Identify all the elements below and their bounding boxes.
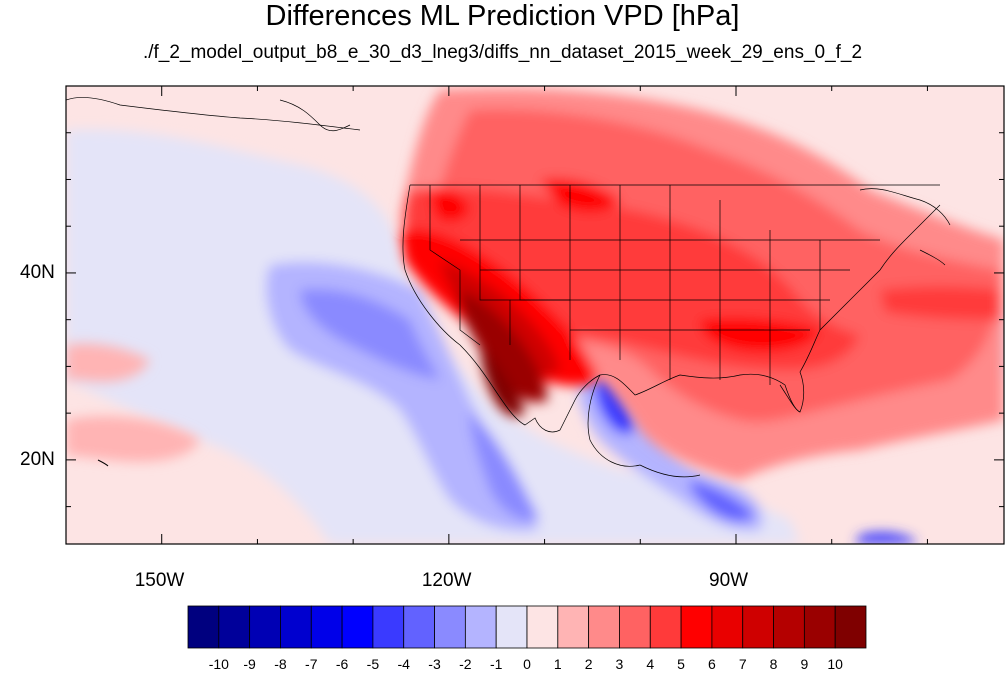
colorbar-swatch [680, 605, 713, 649]
colorbar-swatch [557, 605, 590, 649]
boundary-lines [66, 97, 951, 478]
colorbar-swatch [464, 605, 497, 649]
colorbar-swatch [310, 605, 343, 649]
colorbar-level-label: 1 [553, 656, 562, 672]
colorbar-level-label: 6 [708, 656, 716, 672]
map-frame [65, 85, 1005, 545]
colorbar-level-label: 10 [827, 656, 843, 672]
colorbar-level-label: 9 [800, 656, 809, 672]
colorbar-level-label: -1 [489, 656, 503, 672]
colorbar-swatch [803, 605, 836, 649]
colorbar [187, 605, 867, 649]
lon-tick-label: 150W [134, 570, 185, 591]
colorbar-level-label: -6 [335, 656, 349, 672]
colorbar-swatch [588, 605, 620, 649]
lon-tick-label: 120W [421, 570, 472, 591]
colorbar-level-label: 3 [615, 656, 624, 672]
colorbar-level-label: -5 [366, 656, 380, 672]
colorbar-swatch [773, 605, 805, 649]
colorbar-swatch [434, 605, 466, 649]
lat-tick-label: 40N [20, 261, 55, 283]
colorbar-level-label: -10 [208, 656, 229, 672]
map-title: Differences ML Prediction VPD [hPa] [265, 0, 740, 32]
colorbar-swatch [218, 605, 251, 649]
colorbar-swatch [280, 605, 312, 649]
colorbar-level-label: -8 [274, 656, 287, 672]
colorbar-level-label: 5 [677, 656, 685, 672]
colorbar-level-label: 7 [738, 656, 747, 672]
colorbar-level-label: 2 [584, 656, 593, 672]
colorbar-level-label: -3 [428, 656, 441, 672]
lon-tick-label: 90W [709, 570, 749, 591]
vpd-difference-field [66, 86, 1004, 544]
colorbar-level-label: 4 [646, 656, 655, 672]
lat-tick-label: 20N [20, 448, 55, 470]
colorbar-swatch [742, 605, 774, 649]
colorbar-swatch [649, 605, 682, 649]
colorbar-swatch [834, 605, 867, 649]
colorbar-level-label: -9 [243, 656, 256, 672]
colorbar-level-label: -4 [397, 656, 410, 672]
colorbar-swatch [372, 605, 405, 649]
colorbar-swatch [711, 605, 744, 649]
colorbar-level-label: 8 [769, 656, 778, 672]
colorbar-swatch [495, 605, 528, 649]
axis-ticks [66, 86, 1004, 544]
colorbar-swatch [403, 605, 435, 649]
colorbar-level-label: 0 [523, 656, 531, 672]
positive-anomaly-land [66, 88, 1004, 481]
colorbar-swatch [526, 605, 559, 649]
colorbar-swatch [619, 605, 651, 649]
colorbar-swatch [249, 605, 281, 649]
colorbar-swatch [341, 605, 374, 649]
colorbar-swatch [187, 605, 220, 649]
map-subtitle: ./f_2_model_output_b8_e_30_d3_lneg3/diff… [142, 42, 863, 63]
colorbar-level-label: -2 [459, 656, 472, 672]
colorbar-level-label: -7 [305, 656, 318, 672]
